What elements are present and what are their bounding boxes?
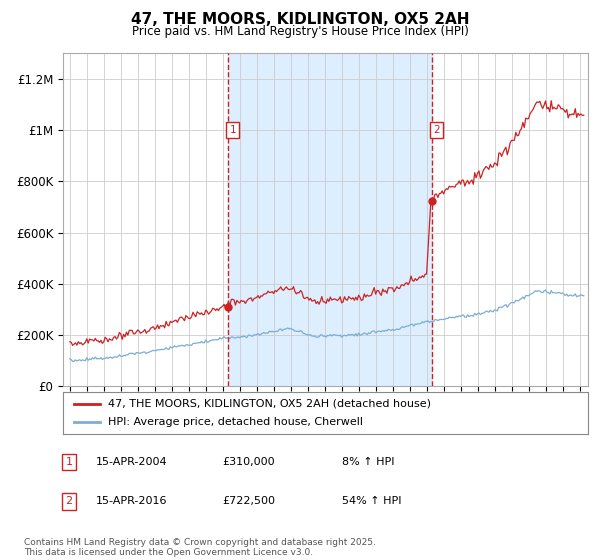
Text: £722,500: £722,500 bbox=[222, 496, 275, 506]
Text: 15-APR-2016: 15-APR-2016 bbox=[96, 496, 167, 506]
Text: HPI: Average price, detached house, Cherwell: HPI: Average price, detached house, Cher… bbox=[107, 417, 362, 427]
Bar bbox=[227, 53, 431, 386]
Text: 2: 2 bbox=[65, 496, 73, 506]
Text: 2: 2 bbox=[433, 125, 440, 135]
Text: 47, THE MOORS, KIDLINGTON, OX5 2AH (detached house): 47, THE MOORS, KIDLINGTON, OX5 2AH (deta… bbox=[107, 399, 431, 409]
Text: Contains HM Land Registry data © Crown copyright and database right 2025.
This d: Contains HM Land Registry data © Crown c… bbox=[24, 538, 376, 557]
Text: 1: 1 bbox=[229, 125, 236, 135]
Text: Price paid vs. HM Land Registry's House Price Index (HPI): Price paid vs. HM Land Registry's House … bbox=[131, 25, 469, 38]
Text: 54% ↑ HPI: 54% ↑ HPI bbox=[342, 496, 401, 506]
Text: 47, THE MOORS, KIDLINGTON, OX5 2AH: 47, THE MOORS, KIDLINGTON, OX5 2AH bbox=[131, 12, 469, 27]
Text: 1: 1 bbox=[65, 457, 73, 467]
Text: 8% ↑ HPI: 8% ↑ HPI bbox=[342, 457, 395, 467]
Text: £310,000: £310,000 bbox=[222, 457, 275, 467]
Text: 15-APR-2004: 15-APR-2004 bbox=[96, 457, 167, 467]
